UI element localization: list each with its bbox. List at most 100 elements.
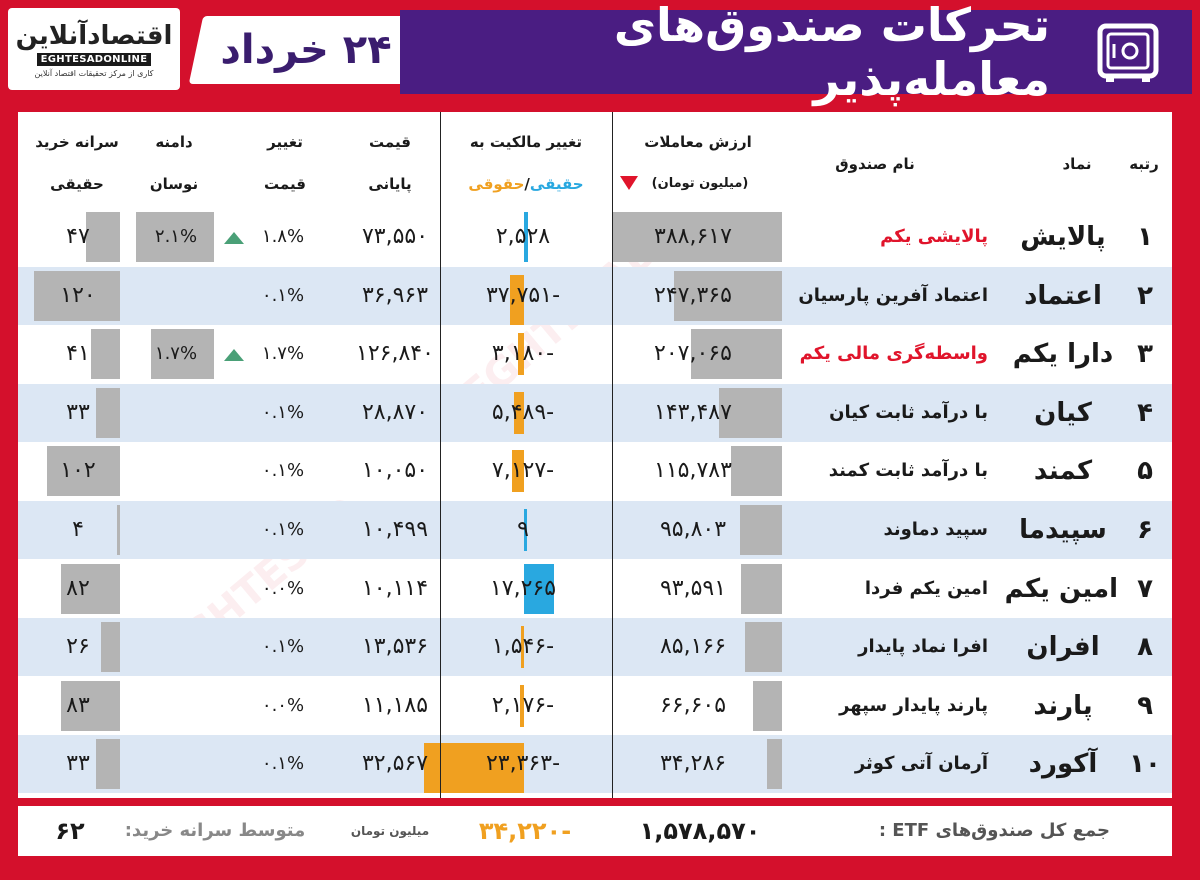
rank-cell: ۹ bbox=[1137, 690, 1153, 721]
header-ownership-sub: حقیقی / حقوقی bbox=[440, 170, 612, 198]
per-capita-bar bbox=[86, 212, 120, 262]
footer-bar bbox=[18, 806, 1172, 856]
fund-name-cell: آرمان آتی کوثر bbox=[854, 753, 988, 775]
ownership-cell: -۲۳,۳۶۳ bbox=[485, 751, 561, 777]
header-range: دامنه bbox=[155, 133, 193, 151]
range-bar bbox=[151, 329, 214, 380]
close-price-cell: ۱۱,۱۸۵ bbox=[361, 692, 429, 718]
rank-cell: ۲ bbox=[1137, 280, 1153, 311]
header-range-2: نوسان bbox=[149, 175, 199, 193]
rank-cell: ۷ bbox=[1137, 573, 1153, 604]
brand-logo: اقتصادآنلاین EGHTESADONLINE کاری از مرکز… bbox=[8, 8, 180, 90]
fund-name-cell: با درآمد ثابت کمند bbox=[828, 460, 988, 482]
close-price-cell: ۳۲,۵۶۷ bbox=[361, 751, 429, 777]
header-price-change-2: قیمت bbox=[264, 175, 306, 193]
trade-value-bar bbox=[612, 212, 782, 262]
ownership-cell: ۹ bbox=[517, 517, 529, 542]
ownership-cell: -۲,۱۷۶ bbox=[491, 692, 555, 718]
rank-cell: ۳ bbox=[1137, 339, 1153, 370]
per-capita-bar bbox=[34, 270, 120, 321]
ownership-bar bbox=[512, 450, 524, 493]
fund-name-cell: واسطه‌گری مالی یکم bbox=[799, 343, 988, 365]
per-capita-bar bbox=[101, 622, 120, 673]
ownership-cell: ۱۷,۲۶۵ bbox=[489, 575, 557, 601]
price-change-cell: ۰.۱% bbox=[261, 636, 305, 658]
logo-text: اقتصادآنلاین bbox=[15, 20, 173, 51]
per-capita-cell: ۱۲۰ bbox=[60, 282, 96, 308]
ownership-bar bbox=[518, 333, 524, 376]
header-per-capita: سرانه خرید bbox=[35, 133, 119, 151]
header-symbol: نماد bbox=[1062, 155, 1092, 173]
trade-value-bar bbox=[741, 563, 782, 614]
close-price-cell: ۲۸,۸۷۰ bbox=[361, 399, 429, 425]
footer-unit: میلیون تومان bbox=[350, 824, 430, 838]
header-rank: رتبه bbox=[1129, 155, 1159, 173]
fund-name-cell: افرا نماد پایدار bbox=[858, 636, 988, 658]
table-row: ۳ دارا یکم واسطه‌گری مالی یکم ۲۰۷,۰۶۵ -۳,۱۸۰… bbox=[18, 325, 1172, 383]
per-capita-cell: ۴۱ bbox=[66, 341, 90, 367]
symbol-cell: کمند bbox=[1033, 456, 1093, 487]
header-trade-value: ارزش معاملات bbox=[644, 133, 752, 151]
symbol-cell: سپیدما bbox=[1019, 515, 1107, 545]
range-cell: ۱.۷% bbox=[154, 343, 198, 365]
per-capita-cell: ۲۶ bbox=[66, 634, 90, 660]
up-arrow-icon bbox=[224, 232, 244, 244]
symbol-cell: آکورد bbox=[1028, 749, 1098, 780]
per-capita-cell: ۴۷ bbox=[66, 224, 90, 249]
close-price-cell: ۱۲۶,۸۴۰ bbox=[356, 341, 434, 367]
symbol-cell: اعتماد bbox=[1024, 280, 1102, 311]
per-capita-bar bbox=[47, 446, 120, 497]
ownership-bar bbox=[520, 684, 524, 727]
trade-value-cell: ۲۰۷,۰۶۵ bbox=[654, 341, 732, 367]
rank-cell: ۶ bbox=[1137, 515, 1153, 545]
trade-value-cell: ۹۵,۸۰۳ bbox=[659, 517, 727, 542]
per-capita-cell: ۸۲ bbox=[66, 575, 90, 601]
trade-value-bar bbox=[753, 680, 782, 731]
trade-value-cell: ۲۴۷,۳۶۵ bbox=[654, 282, 732, 308]
trade-value-cell: ۳۴,۲۸۶ bbox=[659, 751, 727, 777]
symbol-cell: پالایش bbox=[1020, 222, 1106, 252]
column-divider bbox=[440, 112, 441, 798]
price-change-cell: ۰.۱% bbox=[261, 401, 305, 423]
header-per-capita-2: حقیقی bbox=[50, 175, 104, 193]
table-row: ۹ پارند پارند پایدار سپهر ۶۶,۶۰۵ -۲,۱۷۶ ۱۱,۱۸… bbox=[18, 677, 1172, 735]
header-close-price: قیمت bbox=[369, 133, 411, 151]
symbol-cell: امین یکم bbox=[1004, 573, 1118, 604]
rank-cell: ۱ bbox=[1137, 222, 1153, 252]
date-label: ۲۴ خرداد bbox=[220, 27, 392, 73]
trade-value-cell: ۱۴۳,۴۸۷ bbox=[654, 399, 732, 425]
close-price-cell: ۱۰,۴۹۹ bbox=[361, 517, 429, 542]
fund-name-cell: با درآمد ثابت کیان bbox=[829, 401, 988, 423]
footer-total-value: ۱,۵۷۸,۵۷۰ bbox=[639, 817, 761, 845]
trade-value-bar bbox=[691, 329, 782, 380]
fund-name-cell: امین یکم فردا bbox=[864, 577, 988, 599]
trade-value-cell: ۶۶,۶۰۵ bbox=[659, 692, 727, 718]
symbol-cell: کیان bbox=[1034, 397, 1092, 428]
ownership-bar bbox=[510, 274, 524, 325]
fund-name-cell: سپید دماوند bbox=[883, 519, 988, 540]
trade-value-bar bbox=[745, 622, 782, 673]
per-capita-bar bbox=[61, 680, 120, 731]
ownership-cell: ۲,۵۲۸ bbox=[495, 224, 551, 249]
ownership-cell: -۳,۱۸۰ bbox=[491, 341, 555, 367]
per-capita-bar bbox=[117, 505, 120, 555]
footer-avg-value: ۶۲ bbox=[55, 817, 85, 845]
table-row: ۶ سپیدما سپید دماوند ۹۵,۸۰۳ ۹ ۱۰,۴۹۹ ۰.۱% ۴ bbox=[18, 501, 1172, 559]
column-divider bbox=[612, 112, 613, 798]
per-capita-cell: ۸۳ bbox=[66, 692, 90, 718]
rank-cell: ۸ bbox=[1137, 632, 1153, 663]
close-price-cell: ۱۳,۵۳۶ bbox=[361, 634, 429, 660]
table-row: ۷ امین یکم امین یکم فردا ۹۳,۵۹۱ ۱۷,۲۶۵ ۱۰,۱۱۴… bbox=[18, 560, 1172, 618]
trade-value-cell: ۳۸۸,۶۱۷ bbox=[654, 224, 732, 249]
price-change-cell: ۰.۱% bbox=[261, 460, 305, 482]
table-row: ۵ کمند با درآمد ثابت کمند ۱۱۵,۷۸۳ -۷,۱۲۷ ۱۰,۰… bbox=[18, 442, 1172, 500]
trade-value-bar bbox=[719, 387, 782, 438]
fund-name-cell: پارند پایدار سپهر bbox=[839, 694, 988, 716]
symbol-cell: دارا یکم bbox=[1012, 339, 1114, 370]
fund-name-cell: اعتماد آفرین پارسیان bbox=[798, 284, 988, 306]
rank-cell: ۱۰ bbox=[1129, 749, 1161, 780]
header-price-change: تغییر bbox=[267, 133, 303, 151]
header-ownership-sep: / bbox=[524, 175, 530, 193]
per-capita-bar bbox=[96, 739, 120, 790]
header-ownership-real: حقیقی bbox=[529, 175, 584, 193]
